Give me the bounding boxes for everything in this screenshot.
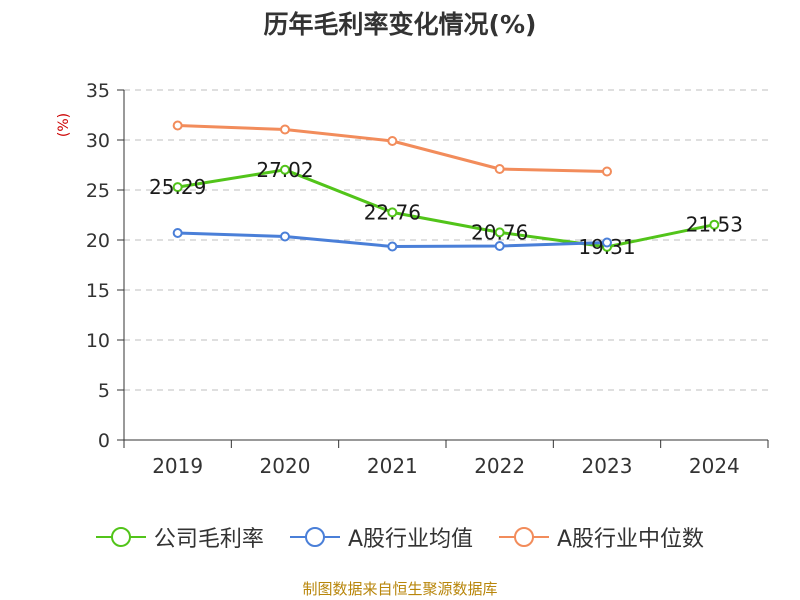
legend-swatch [95, 527, 146, 547]
y-tick-label: 20 [86, 230, 110, 252]
data-point [709, 219, 720, 230]
y-tick-label: 5 [98, 380, 110, 402]
y-tick-label: 10 [86, 330, 110, 352]
x-tick-label: 2019 [152, 454, 203, 478]
data-point [494, 241, 505, 251]
data-point [280, 164, 290, 175]
legend-marker [514, 527, 534, 547]
legend-marker [304, 527, 325, 547]
data-point [494, 164, 505, 174]
data-point [387, 241, 398, 252]
chart-title: 历年毛利率变化情况(%) [263, 10, 537, 39]
series-line-0 [177, 168, 715, 249]
data-point [494, 227, 505, 238]
legend-swatch [289, 527, 340, 547]
y-tick-label: 30 [86, 130, 110, 152]
legend-label: A股行业均值 [347, 527, 473, 552]
legend-item[interactable]: A股行业中位数 [499, 521, 704, 553]
legend-swatch [499, 527, 549, 547]
y-axis-label: (%) [56, 113, 72, 137]
axes: 0 5 10 15 20 25 30 35 2019 2020 2021 2022 2023 2024 [86, 80, 769, 478]
legend-label: A股行业中位数 [557, 527, 705, 552]
data-label: 21.53 [686, 213, 743, 237]
y-tick-label: 0 [98, 430, 110, 452]
data-label: 19.31 [578, 235, 635, 259]
data-point [172, 120, 183, 131]
data-point [280, 231, 290, 242]
data-label: 27.02 [256, 158, 313, 182]
x-tick-label: 2022 [474, 454, 525, 478]
gridlines [124, 89, 768, 391]
data-point [280, 124, 290, 135]
y-tick-label: 15 [86, 280, 110, 302]
x-tick-label: 2024 [689, 454, 740, 478]
legend-item[interactable]: 公司毛利率 [95, 521, 264, 553]
legend-item[interactable]: A股行业均值 [289, 521, 473, 553]
data-point [602, 237, 612, 248]
x-tick-label: 2020 [260, 454, 311, 478]
legend-label: 公司毛利率 [153, 527, 264, 552]
legend-marker [110, 527, 131, 547]
y-tick-label: 35 [86, 80, 110, 102]
legend: 公司毛利率 A股行业均值 A股行业中位数 [0, 520, 800, 554]
data-labels: 25.29 27.02 22.76 20.76 19.31 21.53 [149, 158, 743, 259]
series [172, 120, 720, 252]
x-tick-label: 2023 [582, 454, 633, 478]
source-note: 制图数据来自恒生聚源数据库 [302, 580, 498, 598]
data-label: 20.76 [471, 220, 528, 244]
data-label: 25.29 [149, 175, 206, 199]
data-point [387, 207, 398, 218]
data-label: 22.76 [364, 200, 421, 224]
series-line-2 [177, 124, 608, 173]
y-tick-label: 25 [86, 180, 110, 202]
x-tick-label: 2021 [367, 454, 418, 478]
data-point [602, 166, 612, 177]
data-point [387, 136, 398, 146]
data-point [172, 182, 183, 193]
data-point [172, 228, 183, 238]
